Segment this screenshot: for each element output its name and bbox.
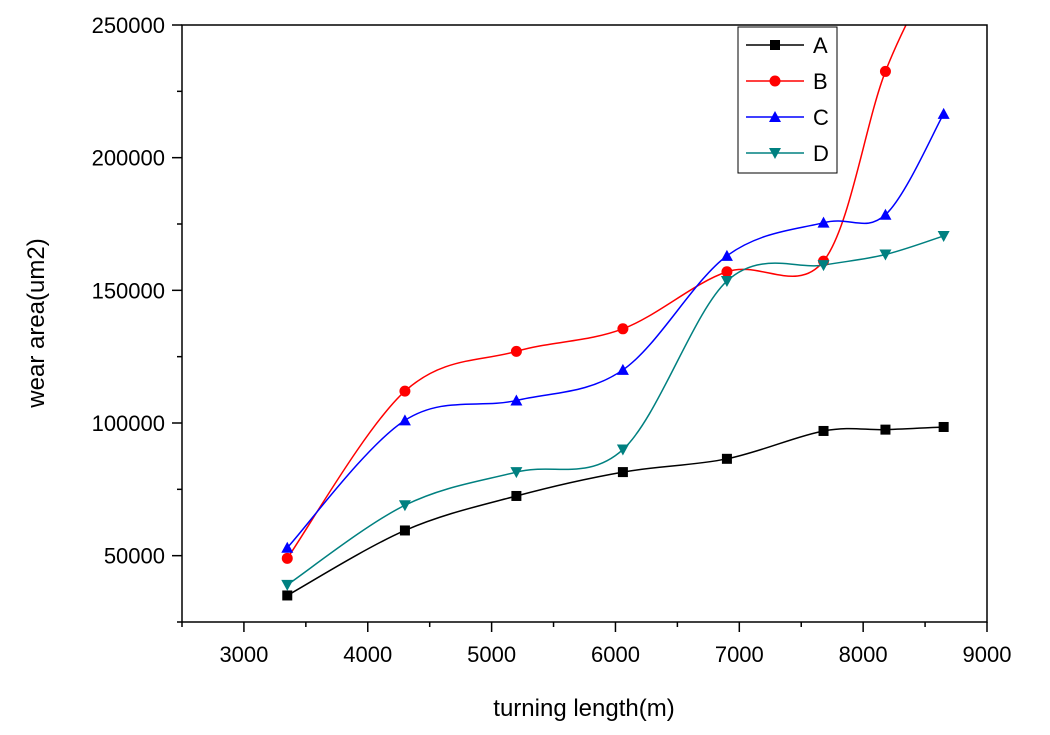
plot-frame bbox=[181, 24, 988, 623]
legend-marker-B bbox=[769, 75, 781, 87]
data-point-D bbox=[281, 579, 294, 591]
data-point-C bbox=[720, 249, 733, 261]
data-point-B bbox=[399, 385, 411, 397]
x-tick-label: 9000 bbox=[963, 642, 1012, 667]
data-point-A bbox=[399, 525, 410, 536]
x-axis: 3000 4000 5000 6000 7000 8000 9000 bbox=[181, 622, 1012, 667]
data-point-B bbox=[617, 323, 629, 335]
data-point-D bbox=[398, 500, 411, 512]
data-point-A bbox=[880, 424, 891, 435]
x-axis-title: turning length(m) bbox=[493, 695, 674, 722]
y-tick-label: 100000 bbox=[92, 411, 165, 436]
data-point-D bbox=[937, 230, 950, 242]
y-tick-label: 50000 bbox=[104, 544, 165, 569]
data-point-A bbox=[721, 453, 732, 464]
legend-marker-A bbox=[770, 40, 780, 50]
x-tick-label: 5000 bbox=[467, 642, 516, 667]
data-point-B bbox=[721, 266, 733, 278]
y-tick-label: 150000 bbox=[92, 278, 165, 303]
plot-area bbox=[182, 25, 987, 622]
legend-marker-C bbox=[769, 111, 781, 122]
data-point-D bbox=[616, 444, 629, 456]
data-point-C bbox=[398, 414, 411, 426]
legend-label-C: C bbox=[813, 105, 829, 130]
data-point-B bbox=[510, 345, 522, 357]
y-tick-label: 200000 bbox=[92, 146, 165, 171]
legend-label-D: D bbox=[813, 141, 829, 166]
data-point-A bbox=[938, 421, 949, 432]
y-axis-title: wear area(um2) bbox=[23, 238, 50, 408]
x-tick-label: 4000 bbox=[343, 642, 392, 667]
data-point-A bbox=[282, 590, 293, 601]
x-tick-label: 3000 bbox=[219, 642, 268, 667]
data-point-D bbox=[817, 260, 830, 272]
data-point-A bbox=[511, 490, 522, 501]
x-tick-label: 7000 bbox=[715, 642, 764, 667]
data-point-A bbox=[818, 425, 829, 436]
x-tick-label: 8000 bbox=[839, 642, 888, 667]
data-point-C bbox=[879, 208, 892, 220]
legend-box bbox=[737, 26, 838, 174]
data-point-C bbox=[937, 107, 950, 119]
data-point-C bbox=[616, 363, 629, 375]
data-point-C bbox=[510, 394, 523, 406]
data-point-A bbox=[617, 467, 628, 478]
data-point-D bbox=[720, 276, 733, 288]
legend-label-B: B bbox=[813, 69, 828, 94]
marker-layer bbox=[281, 65, 950, 601]
data-point-C bbox=[817, 216, 830, 228]
x-tick-label: 6000 bbox=[591, 642, 640, 667]
data-point-C bbox=[281, 541, 294, 553]
data-point-D bbox=[879, 249, 892, 261]
data-point-B bbox=[281, 552, 293, 564]
legend-marker-D bbox=[769, 148, 781, 159]
legend-label-A: A bbox=[813, 33, 828, 58]
y-axis: 50000 100000 150000 200000 250000 bbox=[92, 13, 182, 623]
y-tick-label: 250000 bbox=[92, 13, 165, 38]
data-point-B bbox=[879, 65, 891, 77]
data-point-D bbox=[510, 467, 523, 479]
